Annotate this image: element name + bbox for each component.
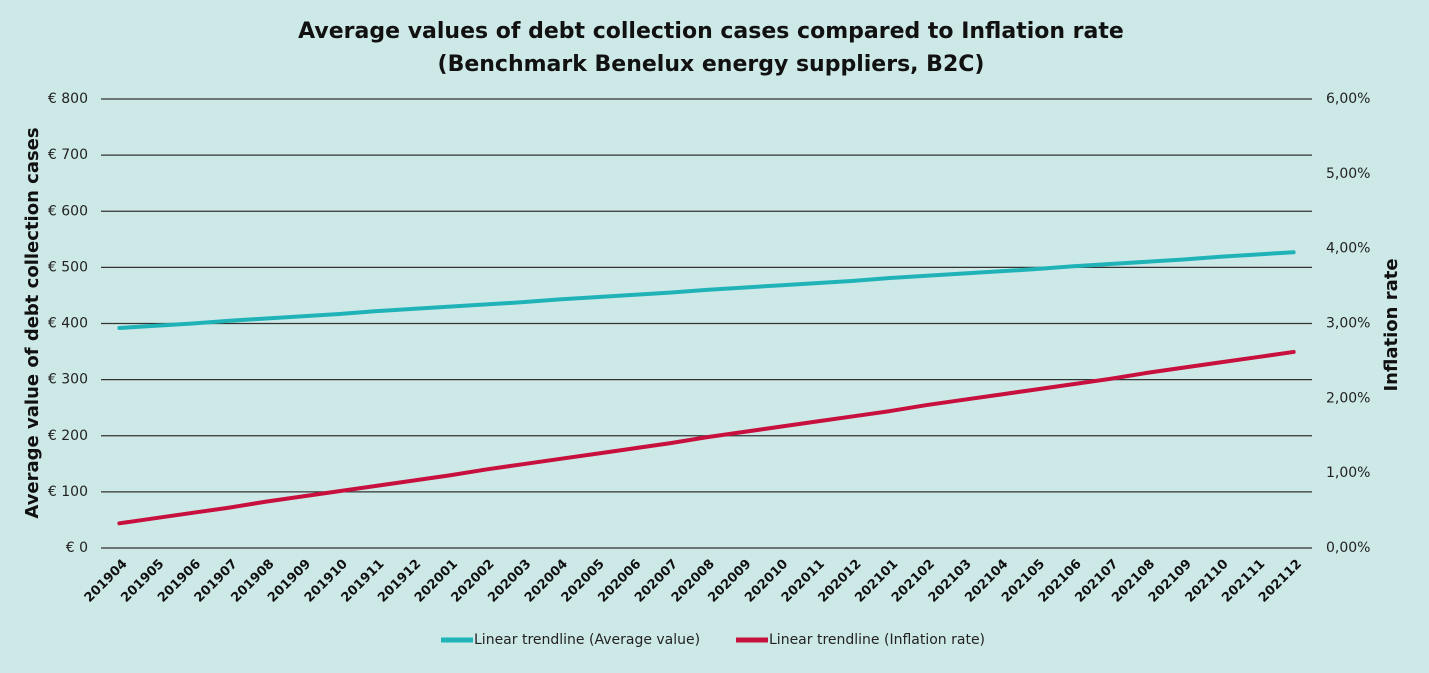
y-tick-label: € 800 <box>48 91 88 107</box>
y2-tick-label: 2,00% <box>1326 390 1370 406</box>
y-tick-label: € 300 <box>48 372 88 388</box>
y-tick-label: € 500 <box>48 259 88 275</box>
y2-tick-label: 4,00% <box>1326 241 1370 257</box>
y2-axis-title: Inflation rate <box>1381 258 1402 391</box>
chart-title: Average values of debt collection cases … <box>298 19 1124 44</box>
legend-label: Linear trendline (Inflation rate) <box>769 632 985 648</box>
y2-tick-label: 1,00% <box>1326 465 1370 481</box>
y2-tick-label: 5,00% <box>1326 166 1370 182</box>
y2-tick-label: 0,00% <box>1326 540 1370 556</box>
y-tick-label: € 600 <box>48 203 88 219</box>
y-tick-label: € 200 <box>48 428 88 444</box>
y-tick-label: € 400 <box>48 316 88 332</box>
legend-label: Linear trendline (Average value) <box>474 632 700 648</box>
y-axis-title: Average value of debt collection cases <box>22 127 43 518</box>
y-tick-label: € 0 <box>66 540 88 556</box>
y2-tick-label: 3,00% <box>1326 316 1370 332</box>
y2-tick-label: 6,00% <box>1326 91 1370 107</box>
chart-subtitle: (Benchmark Benelux energy suppliers, B2C… <box>438 52 985 77</box>
series-line <box>117 349 1296 526</box>
y-tick-label: € 700 <box>48 147 88 163</box>
series-line <box>117 250 1296 330</box>
y-tick-label: € 100 <box>48 484 88 500</box>
